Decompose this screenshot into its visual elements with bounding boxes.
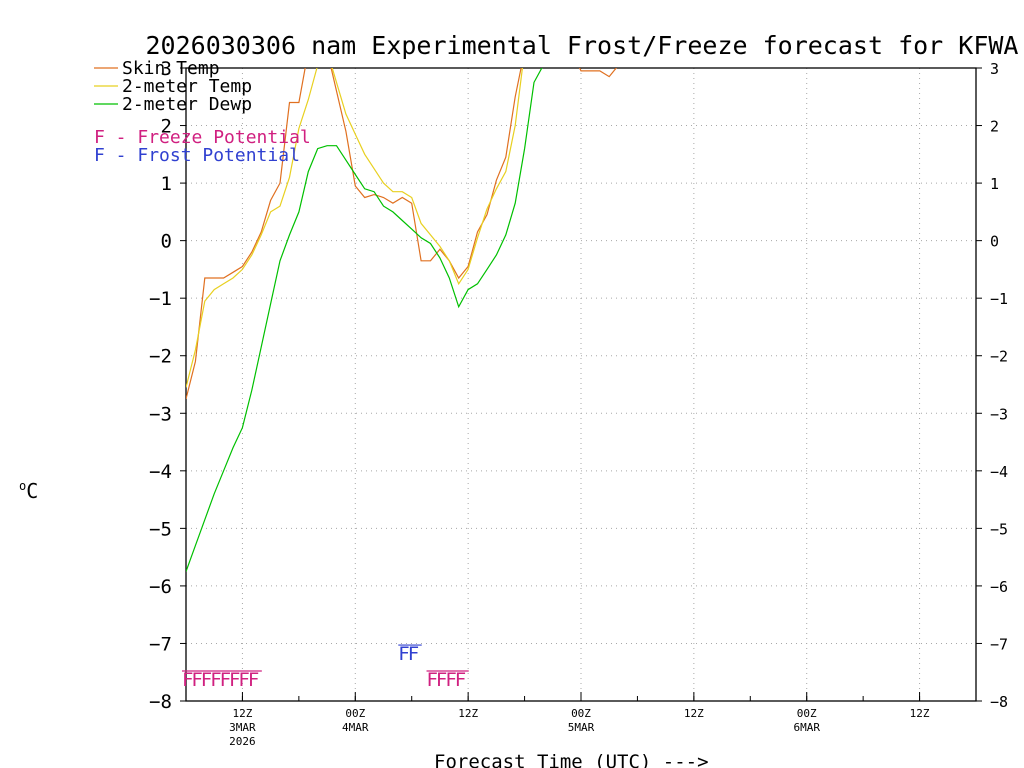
legend-label-dewp: 2-meter Dewp: [122, 94, 252, 115]
x-tick-label-time: 12Z: [232, 707, 252, 720]
y-axis-label-unit: C: [26, 479, 38, 503]
series-line-2-meter-temp: [186, 68, 524, 388]
freeze-marker: F: [427, 669, 438, 691]
freeze-marker: F: [210, 669, 221, 691]
y-tick-label-left: −6: [149, 576, 172, 598]
x-tick-label-time: 00Z: [571, 707, 591, 720]
frost-marker: F: [408, 643, 419, 665]
y-tick-label-left: −5: [149, 518, 172, 540]
y-axis-label: oC: [19, 479, 38, 503]
freeze-marker: F: [191, 669, 202, 691]
legend-marker-freeze: F - Freeze Potential: [94, 127, 311, 148]
freeze-marker: F: [238, 669, 249, 691]
y-tick-label-right: 0: [990, 233, 999, 251]
x-tick-label-year: 2026: [229, 735, 256, 748]
y-tick-label-right: −6: [990, 578, 1008, 596]
freeze-marker: F: [455, 669, 466, 691]
y-tick-label-right: 2: [990, 118, 999, 136]
x-tick-label-date: 6MAR: [793, 721, 820, 734]
freeze-marker: F: [229, 669, 240, 691]
y-tick-label-right: 1: [990, 175, 999, 193]
frost-marker: F: [398, 643, 409, 665]
series-line-skin-temp: [186, 68, 618, 400]
y-tick-label-left: −7: [149, 633, 172, 655]
legend-marker-frost: F - Frost Potential: [94, 145, 300, 166]
x-tick-label-time: 12Z: [910, 707, 930, 720]
grid-lines: [186, 68, 976, 701]
x-tick-label-time: 12Z: [458, 707, 478, 720]
freeze-marker: F: [220, 669, 231, 691]
x-tick-label-date: 5MAR: [568, 721, 595, 734]
y-tick-label-left: −4: [149, 461, 172, 483]
chart-title: 2026030306 nam Experimental Frost/Freeze…: [146, 31, 1019, 60]
freeze-marker: F: [436, 669, 447, 691]
y-tick-label-right: −8: [990, 693, 1008, 711]
x-axis-label: Forecast Time (UTC) --->: [434, 751, 709, 768]
freeze-marker: F: [248, 669, 259, 691]
y-tick-label-right: −7: [990, 635, 1008, 653]
y-tick-label-left: 2: [161, 116, 172, 138]
legend-label-skin: Skin Temp: [122, 58, 220, 79]
y-tick-label-right: 3: [990, 60, 999, 78]
series-line-2-meter-dewp: [186, 68, 543, 572]
y-axis-label-degree: o: [19, 479, 26, 493]
x-tick-label-time: 12Z: [684, 707, 704, 720]
y-axis-ticks: 3 3 2 2 1 1 0 0 −1 −1 −2 −2 −3 −3 −4 −4 −5 −5 −6 −6 −7 −7 −8 −8: [149, 58, 1008, 713]
y-tick-label-right: −4: [990, 463, 1008, 481]
y-tick-label-right: −5: [990, 520, 1008, 538]
plot-frame: [185, 67, 977, 702]
freeze-marker: F: [445, 669, 456, 691]
x-tick-label-time: 00Z: [345, 707, 365, 720]
freeze-marker: F: [201, 669, 212, 691]
x-tick-label-time: 00Z: [797, 707, 817, 720]
y-tick-label-left: −2: [149, 346, 172, 368]
y-tick-label-right: −2: [990, 348, 1008, 366]
y-tick-label-left: −8: [149, 691, 172, 713]
freeze-marker: F: [182, 669, 193, 691]
x-tick-label-date: 4MAR: [342, 721, 369, 734]
y-tick-label-right: −1: [990, 290, 1008, 308]
y-tick-label-left: −3: [149, 403, 172, 425]
y-tick-label-left: 0: [161, 231, 172, 253]
legend-label-t2m: 2-meter Temp: [122, 76, 252, 97]
data-series: [186, 68, 618, 572]
y-tick-label-left: 3: [161, 58, 172, 80]
y-tick-label-right: −3: [990, 405, 1008, 423]
y-tick-label-left: −1: [149, 288, 172, 310]
y-tick-label-left: 1: [161, 173, 172, 195]
x-tick-label-date: 3MAR: [229, 721, 256, 734]
